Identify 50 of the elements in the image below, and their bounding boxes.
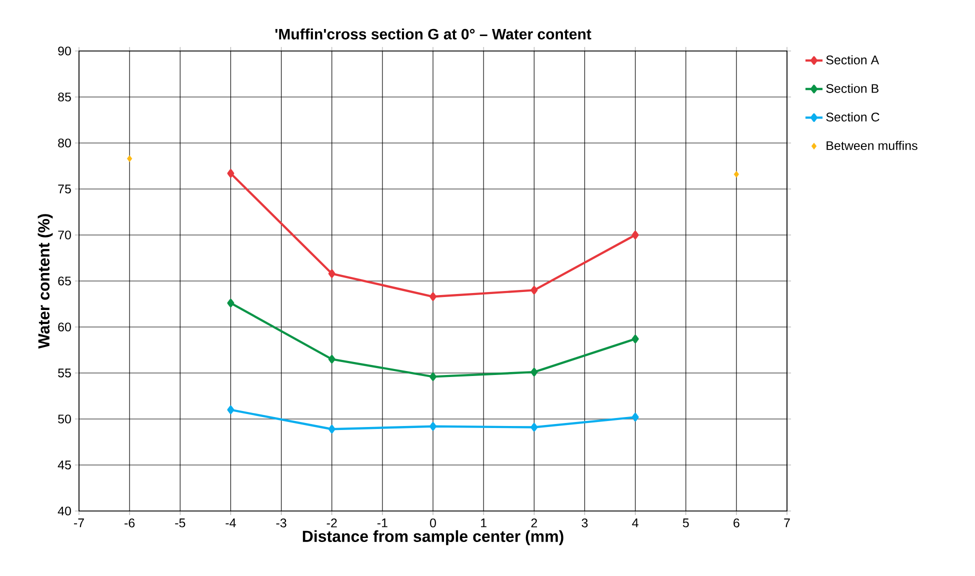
point [632,230,639,240]
point [227,406,234,414]
point [227,169,234,178]
point [126,155,132,162]
legend-label: Section A [826,55,880,64]
point [734,170,740,178]
y-tick-label: 90 [58,46,71,56]
x-tick-label: -7 [74,518,84,528]
point [530,422,538,432]
legend-label: Between muffins [826,140,918,150]
y-tick-label: 70 [58,230,71,240]
x-tick-label: 7 [784,518,790,528]
y-tick-label: 40 [58,506,71,516]
legend-label: Section B [826,84,878,93]
y-tick-label: 55 [58,368,71,378]
point [632,334,639,344]
x-tick-label: -5 [175,518,186,528]
x-tick-label: -1 [377,518,388,528]
point [430,422,436,431]
x-tick-label: 6 [734,518,740,528]
y-tick-label: 65 [58,276,71,286]
x-axis-title: Distance from sample center (mm) [302,530,564,546]
x-tick-label: 2 [531,518,537,528]
point [430,292,436,301]
y-tick-label: 45 [58,460,71,470]
point [227,298,234,308]
y-tick-label: 85 [58,92,71,102]
x-tick-label: 1 [481,518,486,528]
point [530,286,538,294]
x-tick-label: -2 [326,518,337,528]
y-tick-label: 75 [58,184,71,194]
x-tick-label: -4 [226,518,236,528]
point [530,368,538,376]
point [328,269,336,278]
point [430,372,436,381]
point [632,412,639,422]
y-tick-label: 60 [58,322,71,332]
x-tick-label: -6 [124,518,135,528]
point [328,424,336,434]
x-tick-label: 0 [430,518,436,528]
x-tick-label: 3 [582,518,588,528]
x-tick-label: 5 [682,518,689,528]
legend-label: Section C [826,112,880,122]
x-tick-label: -3 [276,518,286,528]
point [328,354,336,364]
y-tick-label: 80 [58,138,71,148]
y-tick-label: 50 [58,414,71,424]
chart-title: 'Muffin'cross section G at 0° – Water content [275,28,592,40]
y-axis-title: Water content (%) [38,214,53,349]
x-tick-label: 4 [632,518,638,528]
